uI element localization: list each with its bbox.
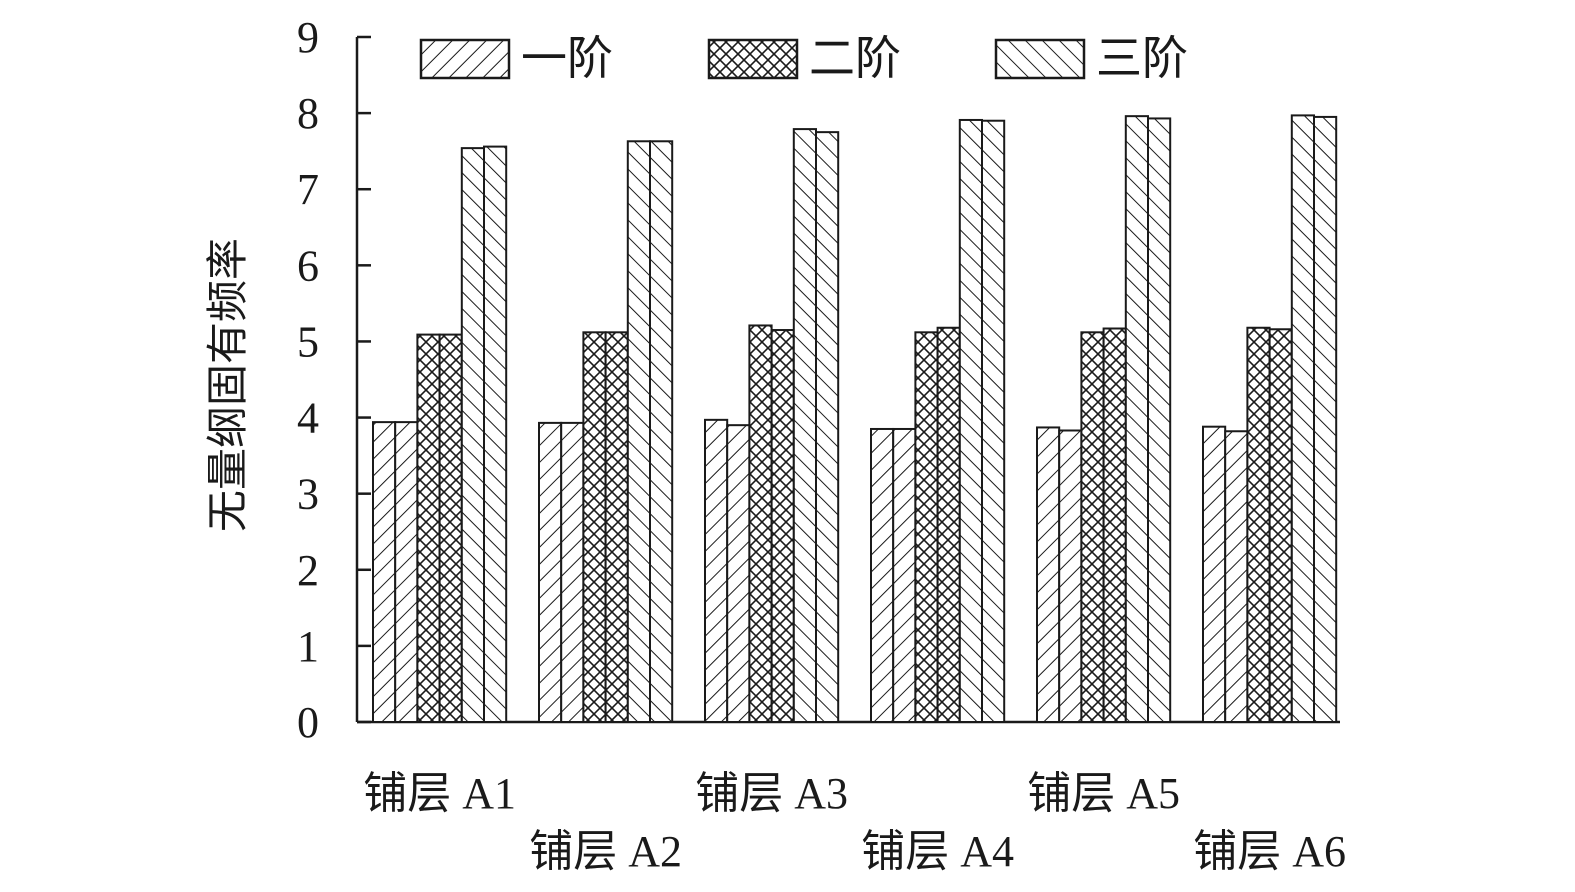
legend-label: 二阶 [809,33,901,84]
bar [1246,326,1271,723]
bar [538,421,563,723]
legend-swatch [707,38,799,80]
bar [626,140,651,723]
bar [1124,115,1150,723]
y-tick-label: 9 [297,13,319,62]
bar [483,145,508,724]
legend-label: 三阶 [1096,33,1188,84]
y-axis-label: 无量纲固有频率 [205,238,252,532]
x-category-label: 铺层 A4 [861,827,1014,876]
bar [1058,429,1083,723]
bar [394,421,419,723]
bar [560,421,585,723]
bar [416,333,441,723]
x-category-label: 铺层 A1 [363,769,516,818]
bar [748,324,773,723]
y-tick-label: 6 [297,241,319,290]
bar [704,418,729,723]
bar [936,326,961,723]
legend-swatch [994,38,1086,80]
x-category-label: 铺层 A6 [1193,827,1346,876]
y-tick-label: 8 [297,89,319,138]
bar [770,329,795,723]
bar [1036,426,1061,723]
bar [792,128,817,724]
bar [1202,425,1227,723]
bar [1147,117,1172,723]
y-tick-label: 4 [297,394,319,443]
axes-group [355,35,1340,724]
bar [1313,115,1338,723]
bar [981,119,1006,723]
legend: 一阶 二阶 三阶 [419,33,1188,84]
bar [914,331,939,723]
bar [649,140,674,723]
bar [815,131,840,723]
bar [892,427,917,723]
y-tick-label: 5 [297,317,319,366]
bar [1268,328,1293,723]
x-category-label: 铺层 A2 [529,827,682,876]
y-tick-label: 0 [297,698,319,747]
bar [1080,331,1105,723]
y-tick-label: 2 [297,546,319,595]
y-tick-label: 1 [297,622,319,671]
bar [958,118,983,723]
bar [870,427,895,723]
legend-label: 一阶 [521,33,613,84]
x-category-label: 铺层 A5 [1027,769,1180,818]
bar [460,147,485,724]
y-tick-label: 7 [297,165,319,214]
y-tick-label: 3 [297,470,319,519]
bar [438,333,463,723]
bar [372,421,397,723]
bar [582,331,607,723]
bars-group [372,114,1338,724]
bar [604,331,629,723]
tick-labels-group: 0 1 2 3 4 5 6 7 8 9 铺层 A1 铺层 A2 铺层 A3 铺层 A4 铺层 A5 铺层 A6 [297,13,1346,876]
bar [1290,114,1316,723]
legend-swatch [419,38,511,80]
x-category-label: 铺层 A3 [695,769,848,818]
bar [726,424,751,723]
bar [1224,430,1249,723]
bar [1102,327,1127,723]
